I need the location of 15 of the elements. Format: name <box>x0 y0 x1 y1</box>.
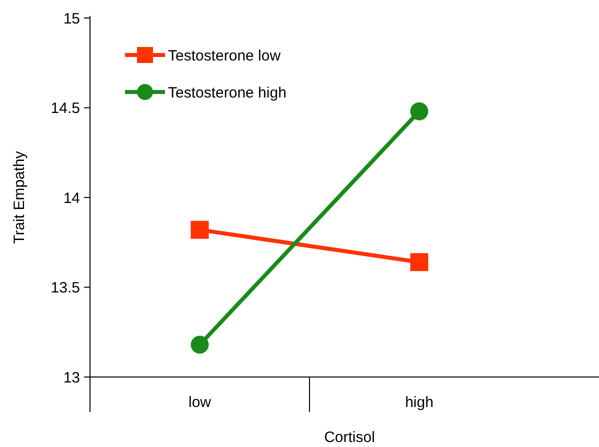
y-tick-label: 14.5 <box>50 100 80 117</box>
y-tick-label: 13.5 <box>50 280 80 296</box>
x-tick-label: high <box>405 394 434 411</box>
point <box>410 102 428 120</box>
y-tick-label: 13 <box>63 369 80 386</box>
y-tick-label: 15 <box>63 10 80 28</box>
legend-label: Testosterone low <box>168 47 281 64</box>
point <box>190 220 209 239</box>
x-tick-label: low <box>188 394 212 411</box>
point <box>190 336 209 354</box>
x-axis-title: Cortisol <box>324 429 375 446</box>
y-axis-title: Trait Empathy <box>11 150 28 244</box>
y-tick-label: 14 <box>63 190 80 207</box>
point <box>410 253 428 272</box>
legend-label: Testosterone high <box>168 84 286 102</box>
